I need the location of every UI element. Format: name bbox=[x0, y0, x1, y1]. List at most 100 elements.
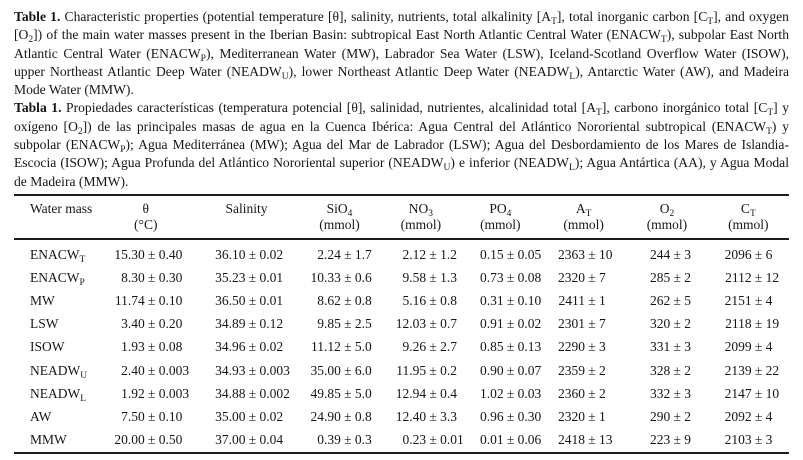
value-cell: 2139 ±22 bbox=[724, 362, 780, 378]
value-cell: 332 ±3 bbox=[650, 385, 691, 401]
column-header-water-mass: Water mass bbox=[14, 194, 96, 240]
value-cell: 0.39 ±0.3 bbox=[317, 432, 372, 448]
value-cell: 15.30 ±0.40 bbox=[114, 246, 183, 262]
column-unit: (mmol) bbox=[319, 216, 360, 232]
water-mass-cell: NEADWU bbox=[30, 362, 88, 381]
water-mass-cell: NEADWL bbox=[30, 385, 87, 404]
value-cell: 2096 ±6 bbox=[724, 246, 773, 262]
table-header: Water mass θ (°C) Salinity SiO4 (mmol) NO3 (mmo… bbox=[14, 194, 789, 240]
value-cell: 0.91 ±0.02 bbox=[480, 316, 542, 332]
value-cell: 2.40 ±0.003 bbox=[121, 362, 190, 378]
value-cell: 2147 ±10 bbox=[724, 385, 780, 401]
column-header: O2 (mmol) bbox=[626, 194, 708, 240]
value-cell: 2.12 ±1.2 bbox=[402, 246, 458, 262]
value-cell: 49.85 ±5.0 bbox=[310, 385, 372, 401]
caption-spanish-label: Tabla 1. bbox=[14, 100, 62, 116]
value-cell: 2103 ±3 bbox=[724, 432, 773, 448]
value-cell: 9.26 ±2.7 bbox=[402, 339, 458, 355]
table-body: ENACWT 15.30 ±0.40 36.10 ±0.02 2.24 ±1.7 2.12 ±1… bbox=[14, 239, 789, 453]
value-cell: 0.01 ±0.06 bbox=[480, 432, 542, 448]
water-mass-cell: MW bbox=[30, 292, 55, 308]
column-label: NO3 bbox=[408, 200, 433, 219]
value-cell: 34.93 ±0.003 bbox=[215, 362, 290, 378]
value-cell: 5.16 ±0.8 bbox=[402, 292, 458, 308]
value-cell: 2099 ±4 bbox=[724, 339, 773, 355]
value-cell: 2.24 ±1.7 bbox=[317, 246, 372, 262]
column-unit: (mmol) bbox=[563, 216, 604, 232]
value-cell: 10.33 ±0.6 bbox=[310, 269, 372, 285]
column-unit: (°C) bbox=[134, 216, 158, 232]
value-cell: 2320 ±7 bbox=[558, 269, 606, 285]
column-header: θ (°C) bbox=[95, 194, 197, 240]
value-cell: 2151 ±4 bbox=[724, 292, 773, 308]
value-cell: 36.10 ±0.02 bbox=[215, 246, 284, 262]
column-label: PO4 bbox=[489, 200, 512, 219]
table-row: NEADWL 1.92 ±0.003 34.88 ±0.002 49.85 ±5.0 12.9… bbox=[14, 382, 789, 405]
value-cell: 2320 ±1 bbox=[558, 408, 606, 424]
column-label: θ bbox=[142, 200, 149, 216]
column-header: CT (mmol) bbox=[707, 194, 789, 240]
table-row: ENACWT 15.30 ±0.40 36.10 ±0.02 2.24 ±1.7 2.12 ±1… bbox=[14, 239, 789, 266]
column-label: SiO4 bbox=[326, 200, 353, 219]
value-cell: 2118 ±19 bbox=[725, 316, 780, 332]
column-label: CT bbox=[740, 200, 756, 219]
water-mass-table: Water mass θ (°C) Salinity SiO4 (mmol) NO3 (mmo… bbox=[14, 193, 789, 454]
value-cell: 0.85 ±0.13 bbox=[480, 339, 542, 355]
value-cell: 35.23 ±0.01 bbox=[215, 269, 284, 285]
column-unit: (mmol) bbox=[646, 216, 688, 232]
value-cell: 3.40 ±0.20 bbox=[121, 316, 183, 332]
value-cell: 35.00 ±0.02 bbox=[215, 408, 284, 424]
table-row: LSW 3.40 ±0.20 34.89 ±0.12 9.85 ±2.5 12.03 ±0.7 0… bbox=[14, 313, 789, 336]
column-label: O2 bbox=[659, 200, 675, 219]
water-mass-cell: ENACWP bbox=[30, 269, 85, 288]
value-cell: 11.74 ±0.10 bbox=[114, 292, 183, 308]
value-cell: 11.95 ±0.2 bbox=[396, 362, 457, 378]
value-cell: 0.31 ±0.10 bbox=[480, 292, 542, 308]
value-cell: 2092 ±4 bbox=[724, 408, 773, 424]
column-unit: (mmol) bbox=[400, 216, 442, 232]
table-row: ISOW 1.93 ±0.08 34.96 ±0.02 11.12 ±5.0 9.26 ±2.7… bbox=[14, 336, 789, 359]
value-cell: 2418 ±13 bbox=[558, 432, 613, 448]
value-cell: 8.30 ±0.30 bbox=[121, 269, 183, 285]
value-cell: 0.15 ±0.05 bbox=[480, 246, 542, 262]
value-cell: 1.02 ±0.03 bbox=[480, 385, 542, 401]
value-cell: 223 ±9 bbox=[650, 432, 691, 448]
value-cell: 1.93 ±0.08 bbox=[121, 339, 183, 355]
column-label: Water mass bbox=[30, 200, 93, 216]
value-cell: 12.94 ±0.4 bbox=[395, 385, 457, 401]
value-cell: 2411 ±1 bbox=[558, 292, 606, 308]
value-cell: 2301 ±7 bbox=[558, 316, 606, 332]
column-header: PO4 (mmol) bbox=[459, 194, 541, 240]
value-cell: 12.40 ±3.3 bbox=[395, 408, 457, 424]
value-cell: 244 ±3 bbox=[650, 246, 691, 262]
value-cell: 2360 ±2 bbox=[558, 385, 606, 401]
value-cell: 9.85 ±2.5 bbox=[317, 316, 372, 332]
value-cell: 8.62 ±0.8 bbox=[317, 292, 372, 308]
value-cell: 36.50 ±0.01 bbox=[215, 292, 284, 308]
value-cell: 0.96 ±0.30 bbox=[480, 408, 542, 424]
table-header-row: Water mass θ (°C) Salinity SiO4 (mmol) NO3 (mmo… bbox=[14, 194, 789, 240]
value-cell: 37.00 ±0.04 bbox=[215, 432, 284, 448]
column-unit: (mmol) bbox=[480, 216, 521, 232]
value-cell: 2359 ±2 bbox=[558, 362, 606, 378]
value-cell: 262 ±5 bbox=[650, 292, 691, 308]
value-cell: 0.23 ±0.01 bbox=[402, 432, 464, 448]
table-row: ENACWP 8.30 ±0.30 35.23 ±0.01 10.33 ±0.6 9.58 ±1… bbox=[14, 266, 789, 289]
value-cell: 1.92 ±0.003 bbox=[121, 385, 190, 401]
value-cell: 34.89 ±0.12 bbox=[215, 316, 284, 332]
caption-english-label: Table 1. bbox=[14, 9, 61, 24]
column-header: SiO4 (mmol) bbox=[296, 194, 383, 240]
column-label: AT bbox=[575, 200, 592, 219]
water-mass-cell: MMW bbox=[30, 432, 67, 448]
column-header: NO3 (mmol) bbox=[382, 194, 460, 240]
value-cell: 7.50 ±0.10 bbox=[121, 408, 183, 424]
value-cell: 24.90 ±0.8 bbox=[310, 408, 372, 424]
caption-spanish: Tabla 1. Propiedades características (te… bbox=[14, 99, 789, 190]
value-cell: 2363 ±10 bbox=[558, 246, 613, 262]
value-cell: 34.96 ±0.02 bbox=[215, 339, 284, 355]
column-header: Salinity bbox=[196, 194, 297, 240]
value-cell: 11.12 ±5.0 bbox=[311, 339, 372, 355]
caption-spanish-text: Propiedades características (temperatura… bbox=[14, 100, 790, 189]
table-row: MMW 20.00 ±0.50 37.00 ±0.04 0.39 ±0.3 0.23 ±0.01… bbox=[14, 428, 789, 452]
